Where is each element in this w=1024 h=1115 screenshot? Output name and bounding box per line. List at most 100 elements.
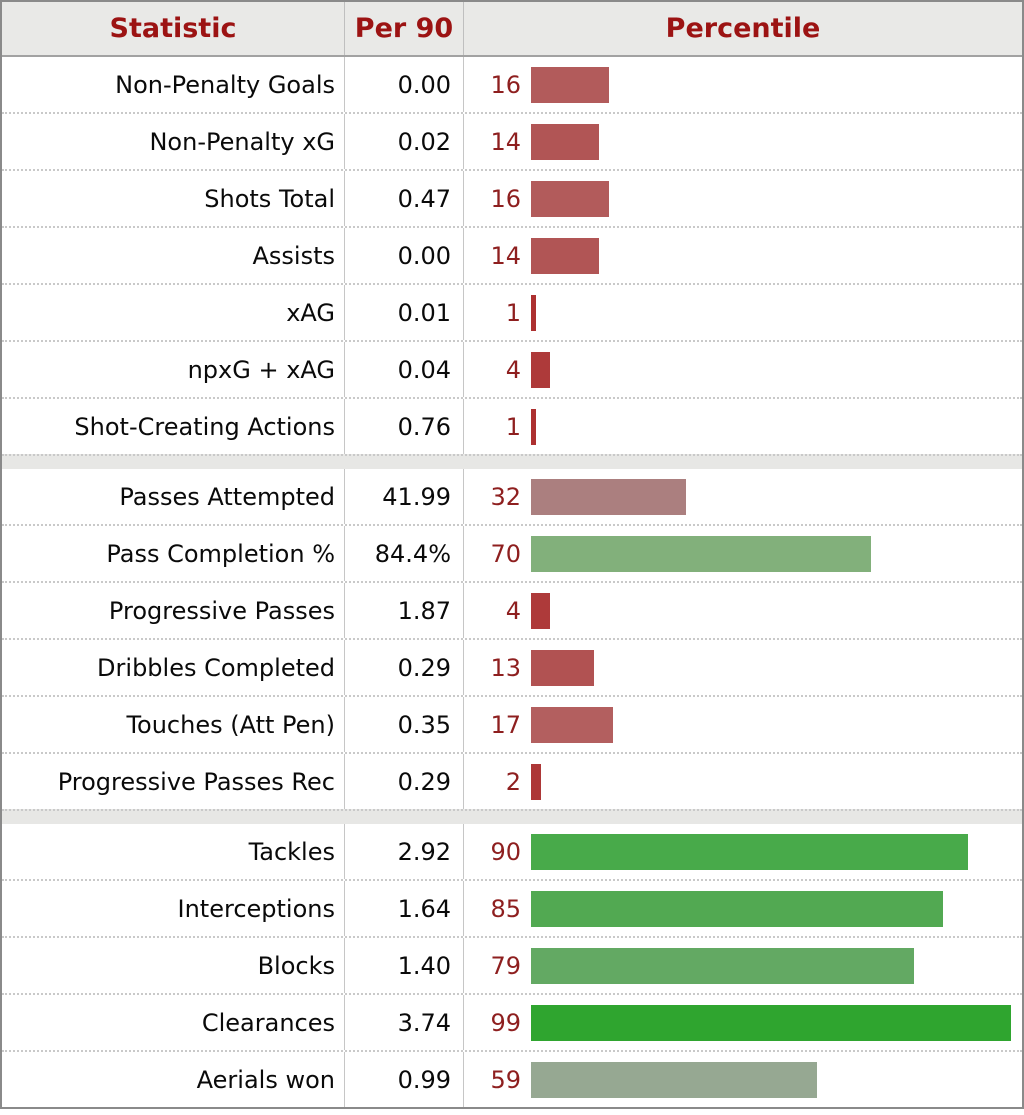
per90-value: 0.29 bbox=[345, 754, 464, 809]
table-row: Interceptions 1.64 85 bbox=[2, 879, 1022, 936]
table-row: npxG + xAG 0.04 4 bbox=[2, 340, 1022, 397]
percentile-cell: 2 bbox=[464, 754, 1022, 809]
percentile-cell: 59 bbox=[464, 1052, 1022, 1107]
percentile-bar bbox=[531, 706, 614, 743]
statistic-label: npxG + xAG bbox=[2, 342, 345, 397]
percentile-cell: 13 bbox=[464, 640, 1022, 695]
statistic-label: Non-Penalty xG bbox=[2, 114, 345, 169]
statistic-label: Blocks bbox=[2, 938, 345, 993]
statistic-label: Assists bbox=[2, 228, 345, 283]
statistic-label: Interceptions bbox=[2, 881, 345, 936]
per90-value: 0.76 bbox=[345, 399, 464, 454]
statistic-label: Progressive Passes bbox=[2, 583, 345, 638]
percentile-value: 70 bbox=[490, 539, 521, 568]
percentile-cell: 14 bbox=[464, 228, 1022, 283]
statistic-label: Progressive Passes Rec bbox=[2, 754, 345, 809]
percentile-bar bbox=[531, 66, 609, 103]
per90-value: 1.87 bbox=[345, 583, 464, 638]
table-row: Touches (Att Pen) 0.35 17 bbox=[2, 695, 1022, 752]
percentile-cell: 79 bbox=[464, 938, 1022, 993]
percentile-cell: 16 bbox=[464, 171, 1022, 226]
per90-value: 0.47 bbox=[345, 171, 464, 226]
percentile-cell: 85 bbox=[464, 881, 1022, 936]
percentile-bar-track bbox=[531, 294, 1016, 331]
table-row: Progressive Passes Rec 0.29 2 bbox=[2, 752, 1022, 809]
percentile-value: 59 bbox=[490, 1065, 521, 1094]
table-row: Non-Penalty xG 0.02 14 bbox=[2, 112, 1022, 169]
percentile-bar-track bbox=[531, 408, 1016, 445]
table-row: Passes Attempted 41.99 32 bbox=[2, 469, 1022, 524]
percentile-value: 13 bbox=[490, 653, 521, 682]
per90-value: 0.99 bbox=[345, 1052, 464, 1107]
percentile-value: 85 bbox=[490, 894, 521, 923]
per90-value: 0.35 bbox=[345, 697, 464, 752]
percentile-value: 4 bbox=[505, 596, 521, 625]
percentile-bar bbox=[531, 535, 871, 572]
table-row: Aerials won 0.99 59 bbox=[2, 1050, 1022, 1107]
percentile-cell: 70 bbox=[464, 526, 1022, 581]
per90-value: 0.01 bbox=[345, 285, 464, 340]
percentile-cell: 4 bbox=[464, 583, 1022, 638]
per90-value: 1.64 bbox=[345, 881, 464, 936]
percentile-value: 1 bbox=[505, 412, 521, 441]
percentile-bar bbox=[531, 1004, 1012, 1041]
table-row: Blocks 1.40 79 bbox=[2, 936, 1022, 993]
header-statistic: Statistic bbox=[2, 2, 345, 55]
percentile-cell: 16 bbox=[464, 57, 1022, 112]
percentile-cell: 4 bbox=[464, 342, 1022, 397]
per90-value: 0.29 bbox=[345, 640, 464, 695]
percentile-bar-track bbox=[531, 123, 1016, 160]
header-percentile: Percentile bbox=[665, 13, 821, 44]
percentile-value: 79 bbox=[490, 951, 521, 980]
table-row: Progressive Passes 1.87 4 bbox=[2, 581, 1022, 638]
percentile-bar bbox=[531, 763, 541, 800]
group-separator bbox=[2, 809, 1022, 824]
per90-value: 3.74 bbox=[345, 995, 464, 1050]
group-separator bbox=[2, 454, 1022, 469]
percentile-bar-track bbox=[531, 237, 1016, 274]
table-row: Tackles 2.92 90 bbox=[2, 824, 1022, 879]
percentile-value: 2 bbox=[505, 767, 521, 796]
percentile-bar bbox=[531, 649, 595, 686]
per90-value: 41.99 bbox=[345, 469, 464, 524]
percentile-bar-track bbox=[531, 947, 1016, 984]
per90-value: 2.92 bbox=[345, 824, 464, 879]
table-row: Non-Penalty Goals 0.00 16 bbox=[2, 57, 1022, 112]
percentile-value: 14 bbox=[490, 241, 521, 270]
table-row: Assists 0.00 14 bbox=[2, 226, 1022, 283]
percentile-cell: 90 bbox=[464, 824, 1022, 879]
percentile-value: 16 bbox=[490, 184, 521, 213]
percentile-bar bbox=[531, 408, 536, 445]
percentile-value: 90 bbox=[490, 837, 521, 866]
statistic-label: Dribbles Completed bbox=[2, 640, 345, 695]
percentile-bar-track bbox=[531, 592, 1016, 629]
percentile-bar bbox=[531, 833, 968, 870]
statistic-label: Non-Penalty Goals bbox=[2, 57, 345, 112]
percentile-bar bbox=[531, 478, 687, 515]
percentile-bar bbox=[531, 592, 551, 629]
table-row: xAG 0.01 1 bbox=[2, 283, 1022, 340]
per90-value: 0.00 bbox=[345, 57, 464, 112]
header-per90: Per 90 bbox=[345, 2, 464, 55]
percentile-value: 32 bbox=[490, 482, 521, 511]
per90-value: 1.40 bbox=[345, 938, 464, 993]
percentile-bar-track bbox=[531, 833, 1016, 870]
percentile-bar-track bbox=[531, 478, 1016, 515]
row-group: Non-Penalty Goals 0.00 16 Non-Penalty xG… bbox=[2, 57, 1022, 454]
row-group: Passes Attempted 41.99 32 Pass Completio… bbox=[2, 469, 1022, 809]
percentile-bar bbox=[531, 237, 599, 274]
percentile-value: 14 bbox=[490, 127, 521, 156]
percentile-cell: 32 bbox=[464, 469, 1022, 524]
table-row: Dribbles Completed 0.29 13 bbox=[2, 638, 1022, 695]
percentile-bar-track bbox=[531, 66, 1016, 103]
percentile-bar bbox=[531, 180, 609, 217]
percentile-bar-track bbox=[531, 1061, 1016, 1098]
percentile-cell: 1 bbox=[464, 285, 1022, 340]
percentile-bar-track bbox=[531, 535, 1016, 572]
percentile-cell: 14 bbox=[464, 114, 1022, 169]
percentile-bar-track bbox=[531, 706, 1016, 743]
percentile-bar-track bbox=[531, 890, 1016, 927]
per90-value: 0.04 bbox=[345, 342, 464, 397]
percentile-bar bbox=[531, 1061, 818, 1098]
